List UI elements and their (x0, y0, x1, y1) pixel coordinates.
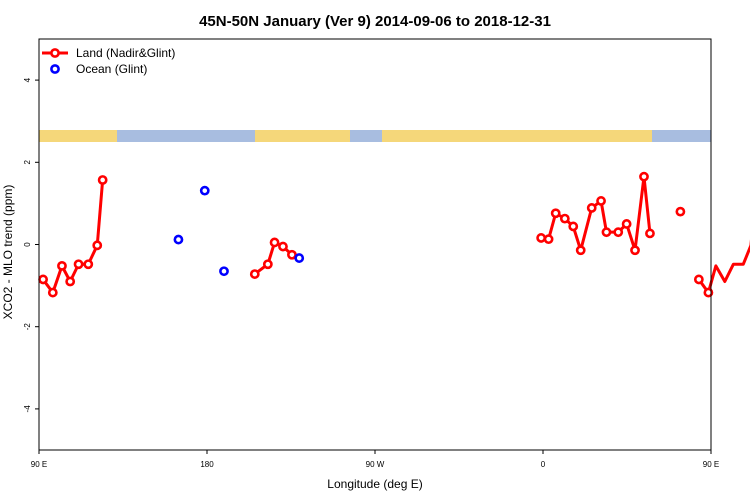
data-point (675, 206, 686, 217)
y-tick-label: 4 (23, 77, 32, 82)
data-point (73, 259, 84, 270)
data-point (269, 237, 280, 248)
data-point (630, 245, 640, 256)
y-tick-label: -4 (23, 405, 32, 413)
data-point (57, 260, 67, 271)
data-point (559, 213, 570, 224)
data-point (92, 240, 103, 251)
map-land (255, 130, 350, 142)
legend-land-marker (50, 48, 60, 58)
data-point (693, 274, 704, 285)
data-point (596, 196, 606, 206)
data-point (287, 249, 297, 260)
data-point (645, 228, 655, 239)
data-point (613, 227, 624, 238)
map-land (382, 130, 652, 142)
chart-title: 45N-50N January (Ver 9) 2014-09-06 to 20… (199, 13, 551, 30)
x-axis-label: Longitude (deg E) (327, 477, 422, 491)
legend: Land (Nadir&Glint) Ocean (Glint) (42, 46, 175, 76)
data-point (601, 227, 612, 238)
data-point (586, 203, 597, 213)
plot-layer (38, 171, 750, 298)
data-point (65, 276, 76, 287)
data-point (173, 234, 184, 245)
map-strip (39, 130, 711, 142)
data-point (621, 219, 632, 229)
x-tick-label: 90 E (703, 460, 719, 469)
x-axis: 90 E 180 90 W 0 90 E (31, 450, 719, 469)
y-axis-label: XCO2 - MLO trend (ppm) (1, 185, 15, 320)
data-point (575, 245, 586, 256)
data-point (543, 234, 554, 245)
data-point (249, 269, 260, 279)
data-point (38, 274, 49, 285)
y-tick-label: 0 (23, 242, 32, 247)
y-tick-label: 2 (23, 160, 32, 165)
data-point (703, 287, 714, 298)
data-point (47, 287, 58, 298)
legend-ocean-label: Ocean (Glint) (76, 62, 147, 76)
data-point (550, 208, 561, 219)
x-tick-label: 180 (200, 460, 214, 469)
data-point (262, 259, 273, 270)
series-line (697, 239, 750, 295)
y-tick-label: -2 (23, 323, 32, 331)
x-tick-label: 0 (541, 460, 546, 469)
series-line (41, 179, 105, 295)
data-point (219, 266, 229, 277)
plot-frame (38, 38, 712, 451)
data-point (294, 253, 305, 263)
x-tick-label: 90 E (31, 460, 47, 469)
data-point (97, 175, 108, 185)
data-point (199, 185, 210, 196)
map-land (39, 130, 117, 142)
legend-land-label: Land (Nadir&Glint) (76, 46, 175, 60)
legend-ocean-marker (50, 64, 60, 74)
data-point (639, 171, 649, 182)
data-point (278, 241, 288, 252)
data-point (83, 259, 94, 270)
y-axis: -4 -2 0 2 4 (23, 77, 39, 412)
data-point (536, 233, 547, 243)
x-tick-label: 90 W (366, 460, 385, 469)
data-point (568, 221, 579, 232)
